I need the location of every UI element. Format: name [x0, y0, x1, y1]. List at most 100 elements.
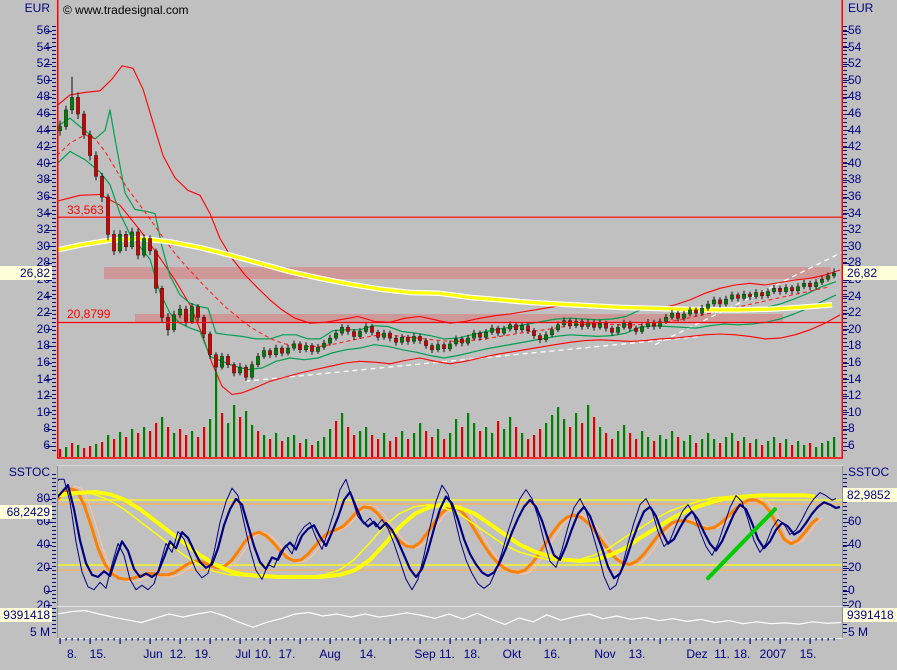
x-axis-tick-strip — [59, 638, 835, 644]
price-major-tick-left — [46, 63, 52, 65]
price-tick-label-left: 54 — [36, 39, 50, 54]
price-tick-label-right: 14 — [848, 371, 862, 386]
date-axis-label: 13. — [628, 647, 646, 661]
left-price-axis-minor-ticks — [52, 26, 56, 451]
price-tick-label-left: 52 — [36, 56, 50, 71]
price-tick-label-right: 18 — [848, 338, 862, 353]
price-tick-label-left: 22 — [36, 305, 50, 320]
price-tick-label-left: 48 — [36, 89, 50, 104]
price-tick-label-right: 40 — [848, 155, 862, 170]
price-tick-label-left: 20 — [36, 321, 50, 336]
price-major-tick-left — [46, 146, 52, 148]
price-major-tick-right — [843, 379, 849, 381]
sstoc-major-tick-left — [46, 498, 52, 500]
price-tick-label-right: 42 — [848, 139, 862, 154]
price-major-tick-right — [843, 445, 849, 447]
price-tick-label-left: 42 — [36, 139, 50, 154]
price-major-tick-right — [843, 130, 849, 132]
price-major-tick-right — [843, 362, 849, 364]
right-volume-axis-minor-ticks — [843, 608, 847, 636]
sstoc-major-tick-right — [843, 605, 849, 607]
sstoc-tick-label-right: 60 — [848, 514, 862, 528]
sstoc-major-tick-right — [843, 544, 849, 546]
date-axis-label: 11. — [714, 647, 730, 661]
price-major-tick-right — [843, 96, 849, 98]
price-major-tick-right — [843, 329, 849, 331]
price-tick-label-left: 32 — [36, 222, 50, 237]
date-axis-label: 16. — [543, 647, 561, 661]
price-major-tick-left — [46, 312, 52, 314]
support-line-label: 20,8799 — [67, 307, 111, 321]
date-axis-label: 10. — [254, 647, 272, 661]
price-major-tick-left — [46, 428, 52, 430]
price-major-tick-left — [46, 362, 52, 364]
volume-scale-label-left: 5 M — [29, 625, 50, 639]
date-axis-label: Sep — [414, 647, 436, 661]
volume-line-panel-canvas[interactable] — [57, 606, 843, 639]
sstoc-tick-label-left: 40 — [36, 537, 50, 551]
price-tick-label-right: 34 — [848, 205, 862, 220]
date-axis-label: Jun — [143, 647, 163, 661]
price-tick-label-left: 18 — [36, 338, 50, 353]
price-tick-label-right: 28 — [848, 255, 862, 270]
price-tick-label-right: 54 — [848, 39, 862, 54]
price-major-tick-left — [46, 345, 52, 347]
sstoc-tick-label-right: 0 — [848, 583, 855, 597]
price-major-tick-left — [46, 163, 52, 165]
sstoc-major-tick-left — [46, 605, 52, 607]
price-major-tick-left — [46, 96, 52, 98]
price-major-tick-right — [843, 213, 849, 215]
price-major-tick-left — [46, 229, 52, 231]
price-major-tick-left — [46, 412, 52, 414]
stochastic-panel-canvas[interactable] — [57, 465, 843, 607]
sstoc-value-label-right: 82,9852 — [843, 488, 897, 502]
price-tick-label-right: 12 — [848, 388, 862, 403]
date-axis-label: 18. — [733, 647, 751, 661]
price-major-tick-right — [843, 63, 849, 65]
volume-value-label-right: 9391418 — [843, 608, 897, 622]
price-chart-canvas[interactable] — [57, 0, 843, 459]
price-major-tick-right — [843, 30, 849, 32]
price-tick-label-right: 32 — [848, 222, 862, 237]
price-tick-label-right: 10 — [848, 404, 862, 419]
date-axis-label: Jul — [235, 647, 251, 661]
price-tick-label-right: 48 — [848, 89, 862, 104]
date-axis-label: 12. — [169, 647, 187, 661]
left-volume-axis-minor-ticks — [52, 608, 56, 636]
date-axis-label: 8. — [66, 647, 78, 661]
price-major-tick-left — [46, 30, 52, 32]
price-tick-label-right: 16 — [848, 355, 862, 369]
right-sstoc-axis-minor-ticks — [843, 474, 847, 604]
price-major-tick-left — [46, 329, 52, 331]
price-major-tick-left — [46, 246, 52, 248]
price-major-tick-left — [46, 262, 52, 264]
volume-value-label-left: 9391418 — [0, 608, 52, 622]
right-price-axis-minor-ticks — [843, 26, 847, 451]
date-axis-label: Dez — [686, 647, 708, 661]
price-major-tick-right — [843, 229, 849, 231]
price-tick-label-right: 46 — [848, 106, 862, 120]
sstoc-major-tick-right — [843, 590, 849, 592]
price-tick-label-left: 34 — [36, 205, 50, 220]
price-major-tick-right — [843, 279, 849, 281]
date-axis-label: 11. — [439, 647, 455, 661]
price-tick-label-left: 30 — [36, 238, 50, 253]
price-major-tick-right — [843, 312, 849, 314]
price-major-tick-left — [46, 279, 52, 281]
price-tick-label-right: 24 — [848, 288, 862, 303]
price-major-tick-left — [46, 445, 52, 447]
price-tick-label-right: 6 — [848, 438, 855, 452]
price-major-tick-right — [843, 296, 849, 298]
price-tick-label-left: 38 — [36, 172, 50, 187]
price-tick-label-right: 30 — [848, 238, 862, 253]
price-major-tick-right — [843, 163, 849, 165]
sstoc-major-tick-left — [46, 590, 52, 592]
resistance-line-label: 33,563 — [67, 203, 104, 217]
left-sstoc-axis-minor-ticks — [52, 474, 56, 604]
sstoc-tick-label-right: 40 — [848, 537, 862, 551]
date-axis-label: Nov — [594, 647, 616, 661]
price-tick-label-left: 16 — [36, 355, 50, 369]
date-axis-label: 19. — [194, 647, 212, 661]
price-major-tick-right — [843, 428, 849, 430]
